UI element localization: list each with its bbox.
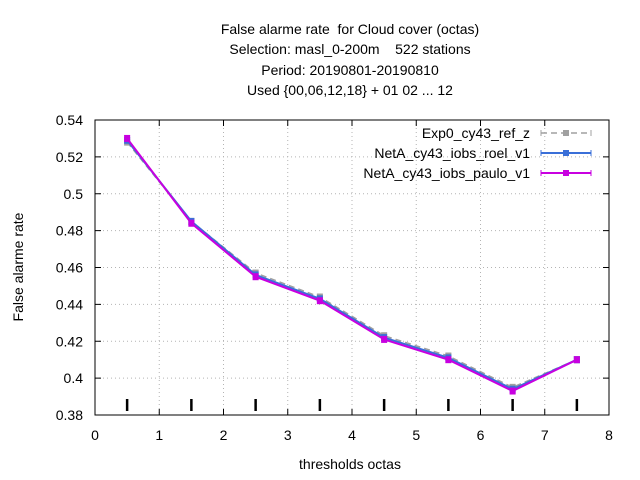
x-tick-label: 0 xyxy=(91,427,99,443)
bottom-tick-marks xyxy=(125,399,579,411)
series-2 xyxy=(124,134,580,395)
x-tick-label: 8 xyxy=(605,427,613,443)
y-tick-label: 0.52 xyxy=(56,149,83,165)
axis-ticks: 0.38 0.4 0.42 0.44 0.46 0.48 0.5 0.52 0.54 0 1 2 3 4 5… xyxy=(56,112,613,443)
x-tick-label: 4 xyxy=(348,427,356,443)
x-tick-label: 2 xyxy=(220,427,228,443)
series-layer xyxy=(124,134,580,395)
data-point xyxy=(509,388,516,395)
x-tick-label: 7 xyxy=(541,427,549,443)
chart-title-line-1: False alarme rate for Cloud cover (octas… xyxy=(220,21,480,37)
y-tick-label: 0.42 xyxy=(56,333,83,349)
grid-lines xyxy=(95,120,609,415)
chart-title-line-2: Selection: masl_0-200m 522 stations xyxy=(229,41,471,57)
data-point xyxy=(573,356,580,363)
legend-label: Exp0_cy43_ref_z xyxy=(422,125,530,141)
data-point xyxy=(445,356,452,363)
y-tick-label: 0.38 xyxy=(56,407,83,423)
y-tick-label: 0.5 xyxy=(64,186,84,202)
data-point xyxy=(381,336,388,343)
data-point xyxy=(188,220,195,227)
y-tick-label: 0.44 xyxy=(56,296,83,312)
y-tick-label: 0.46 xyxy=(56,260,83,276)
x-tick-label: 5 xyxy=(412,427,420,443)
x-axis-label: thresholds octas xyxy=(299,456,401,472)
data-point xyxy=(124,135,131,142)
chart-title-line-3: Period: 20190801-20190810 xyxy=(261,62,439,78)
legend-label: NetA_cy43_iobs_roel_v1 xyxy=(374,145,530,161)
y-axis-label: False alarme rate xyxy=(10,212,26,322)
y-tick-label: 0.4 xyxy=(64,370,84,386)
data-point xyxy=(316,297,323,304)
series-line xyxy=(126,139,578,391)
series-line xyxy=(126,137,578,393)
legend-marker xyxy=(563,150,569,156)
chart-title-line-4: Used {00,06,12,18} + 01 02 ... 12 xyxy=(247,82,453,98)
legend: Exp0_cy43_ref_z NetA_cy43_iobs_roel_v1 Net… xyxy=(363,125,592,181)
x-tick-label: 3 xyxy=(284,427,292,443)
x-tick-label: 6 xyxy=(477,427,485,443)
x-tick-label: 1 xyxy=(155,427,163,443)
legend-marker xyxy=(563,130,569,136)
y-tick-label: 0.54 xyxy=(56,112,83,128)
data-point xyxy=(252,273,259,280)
legend-marker xyxy=(563,170,569,176)
y-tick-label: 0.48 xyxy=(56,223,83,239)
legend-label: NetA_cy43_iobs_paulo_v1 xyxy=(363,165,530,181)
